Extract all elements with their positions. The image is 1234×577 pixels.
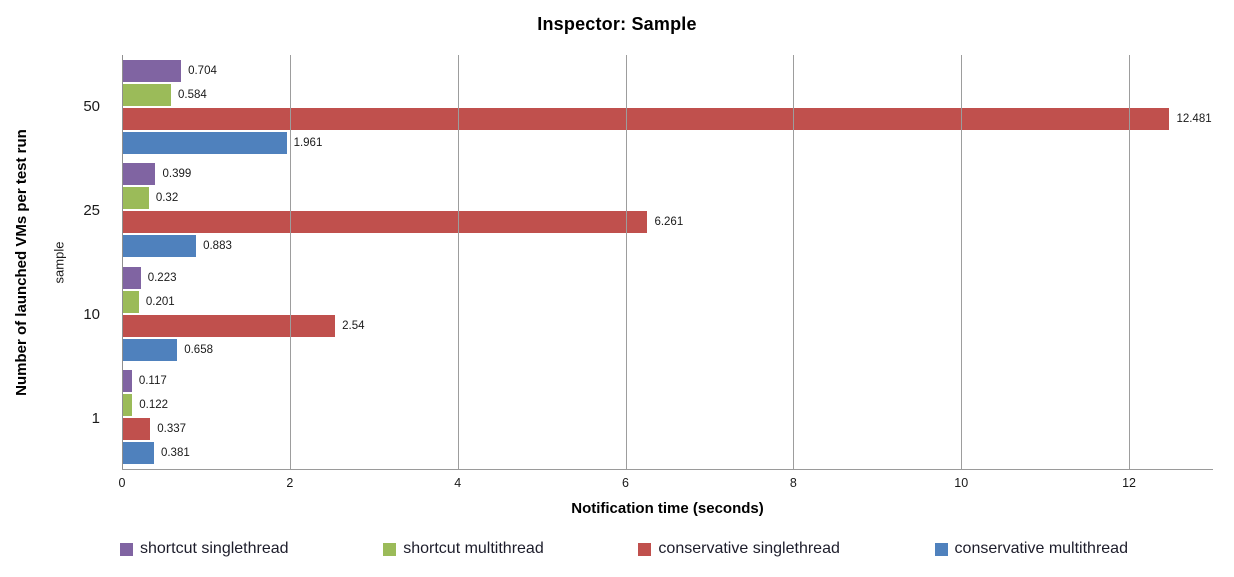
legend-item-conservative-singlethread: conservative singlethread (638, 540, 840, 558)
bar-value-label: 0.223 (147, 271, 177, 284)
legend-label: conservative multithread (954, 540, 1128, 557)
legend-item-shortcut-singlethread: shortcut singlethread (120, 540, 289, 558)
legend-label: conservative singlethread (658, 540, 840, 557)
bar-shortcut-singlethread (122, 163, 156, 186)
chart-title: Inspector: Sample (537, 14, 697, 34)
legend-swatch (383, 542, 397, 556)
bar-row: 0.704 (122, 59, 1213, 82)
gridline (457, 55, 459, 469)
category-label-1: 1 (91, 409, 100, 427)
legend-item-shortcut-multithread: shortcut multithread (383, 540, 544, 558)
bar-row: 0.399 (122, 163, 1213, 186)
gridline (289, 55, 291, 469)
gridline (793, 55, 795, 469)
bar-value-label: 0.381 (160, 447, 190, 460)
bar-row: 0.223 (122, 266, 1213, 289)
bar-row: 0.584 (122, 83, 1213, 106)
legend-swatch (120, 542, 133, 556)
bar-value-label: 12.481 (1176, 112, 1212, 125)
gridline (1129, 55, 1131, 469)
bar-conservative-multithread (122, 338, 178, 361)
bar-value-label: 0.883 (203, 240, 232, 253)
legend-label: shortcut singlethread (140, 540, 289, 557)
bar-row: 6.261 (122, 211, 1213, 234)
x-tick-label-12: 12 (1122, 476, 1137, 490)
gridline (961, 55, 963, 469)
x-tick-label-4: 4 (454, 476, 462, 490)
legend-swatch (934, 542, 948, 556)
bar-shortcut-singlethread (122, 266, 141, 289)
bar-shortcut-multithread (122, 187, 149, 210)
x-tick-label-10: 10 (954, 476, 969, 490)
value-axis-line (122, 55, 123, 469)
bar-conservative-singlethread (122, 418, 151, 441)
x-tick-label-2: 2 (286, 476, 294, 490)
bar-row: 1.961 (122, 131, 1213, 154)
category-label-10: 10 (83, 305, 100, 323)
bar-value-label: 0.32 (155, 192, 179, 205)
bar-value-label: 2.54 (342, 319, 365, 332)
bar-group-10: 0.223 0.201 2.54 0.658 (122, 262, 1213, 366)
bar-row: 12.481 (122, 107, 1213, 130)
bar-conservative-multithread (122, 131, 287, 154)
bar-value-label: 1.961 (293, 136, 323, 149)
category-label-50: 50 (83, 98, 100, 116)
bar-row: 0.201 (122, 290, 1213, 313)
legend-swatch (638, 542, 652, 556)
plot-area: 0.704 0.584 12.481 1.961 0.399 0.32 6.261 0.883… (122, 55, 1213, 470)
gridline (625, 55, 627, 469)
bar-conservative-multithread (122, 442, 154, 465)
bar-groups: 0.704 0.584 12.481 1.961 0.399 0.32 6.261 0.883… (122, 55, 1213, 469)
bar-value-label: 0.122 (139, 399, 169, 412)
bar-value-label: 0.337 (157, 423, 187, 436)
x-axis-title: Notification time (seconds) (571, 500, 764, 517)
bar-value-label: 0.704 (188, 64, 217, 77)
category-label-25: 25 (83, 202, 100, 220)
x-axis-tick-labels: 0 2 4 6 8 10 12 (118, 476, 1213, 492)
bar-conservative-singlethread (122, 314, 336, 337)
bar-conservative-singlethread (122, 211, 648, 234)
bar-row: 0.117 (122, 370, 1213, 393)
bar-shortcut-multithread (122, 394, 133, 417)
bar-conservative-multithread (122, 235, 197, 258)
bar-shortcut-singlethread (122, 59, 182, 82)
bar-shortcut-multithread (122, 290, 139, 313)
legend-item-conservative-multithread: conservative multithread (934, 540, 1128, 558)
bar-group-1: 0.117 0.122 0.337 0.381 (122, 366, 1213, 470)
bar-row: 0.883 (122, 235, 1213, 258)
bar-row: 0.122 (122, 394, 1213, 417)
x-tick-label-6: 6 (622, 476, 630, 490)
bar-row: 0.658 (122, 338, 1213, 361)
bar-shortcut-multithread (122, 83, 171, 106)
bar-group-50: 0.704 0.584 12.481 1.961 (122, 55, 1213, 159)
bar-shortcut-singlethread (122, 370, 132, 393)
bar-value-label: 0.584 (178, 88, 207, 101)
legend-label: shortcut multithread (403, 540, 544, 557)
bar-value-label: 0.117 (138, 375, 167, 388)
bar-value-label: 0.658 (184, 343, 213, 356)
bar-value-label: 0.399 (162, 168, 192, 181)
bar-row: 0.381 (122, 442, 1213, 465)
bar-value-label: 6.261 (654, 216, 684, 229)
bar-conservative-singlethread (122, 107, 1170, 130)
legend: shortcut singlethread shortcut multithrea… (120, 540, 1128, 558)
bar-row: 0.32 (122, 187, 1213, 210)
bar-row: 0.337 (122, 418, 1213, 441)
bar-value-label: 0.201 (145, 295, 175, 308)
bar-row: 2.54 (122, 314, 1213, 337)
x-tick-label-8: 8 (789, 476, 797, 490)
category-axis-labels: 50 25 10 1 (0, 55, 112, 470)
x-tick-label-0: 0 (118, 476, 126, 490)
bar-group-25: 0.399 0.32 6.261 0.883 (122, 159, 1213, 263)
